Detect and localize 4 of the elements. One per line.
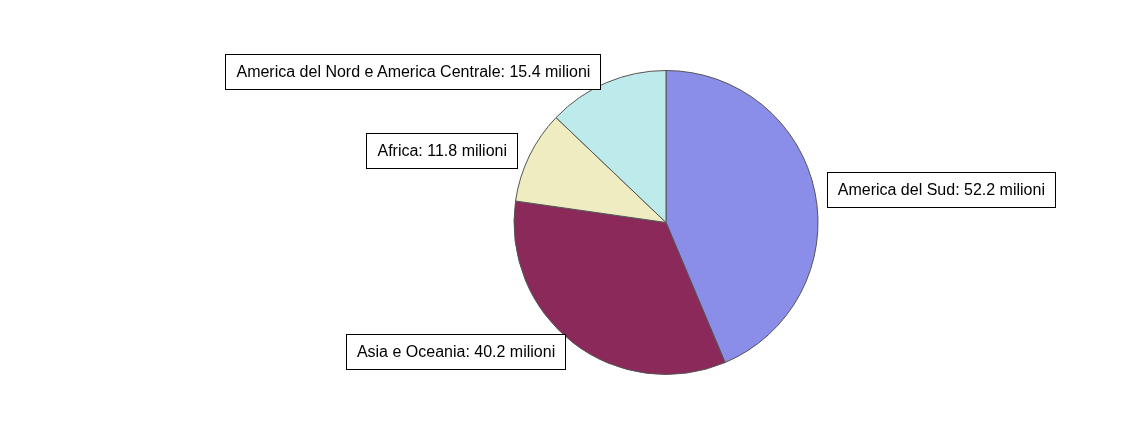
slice-label: America del Nord e America Centrale: 15.4 milioni bbox=[225, 53, 602, 90]
slice-label: Africa: 11.8 milioni bbox=[366, 132, 518, 169]
slice-label: Asia e Oceania: 40.2 milioni bbox=[345, 334, 567, 371]
slice-label: America del Sud: 52.2 milioni bbox=[826, 171, 1056, 208]
